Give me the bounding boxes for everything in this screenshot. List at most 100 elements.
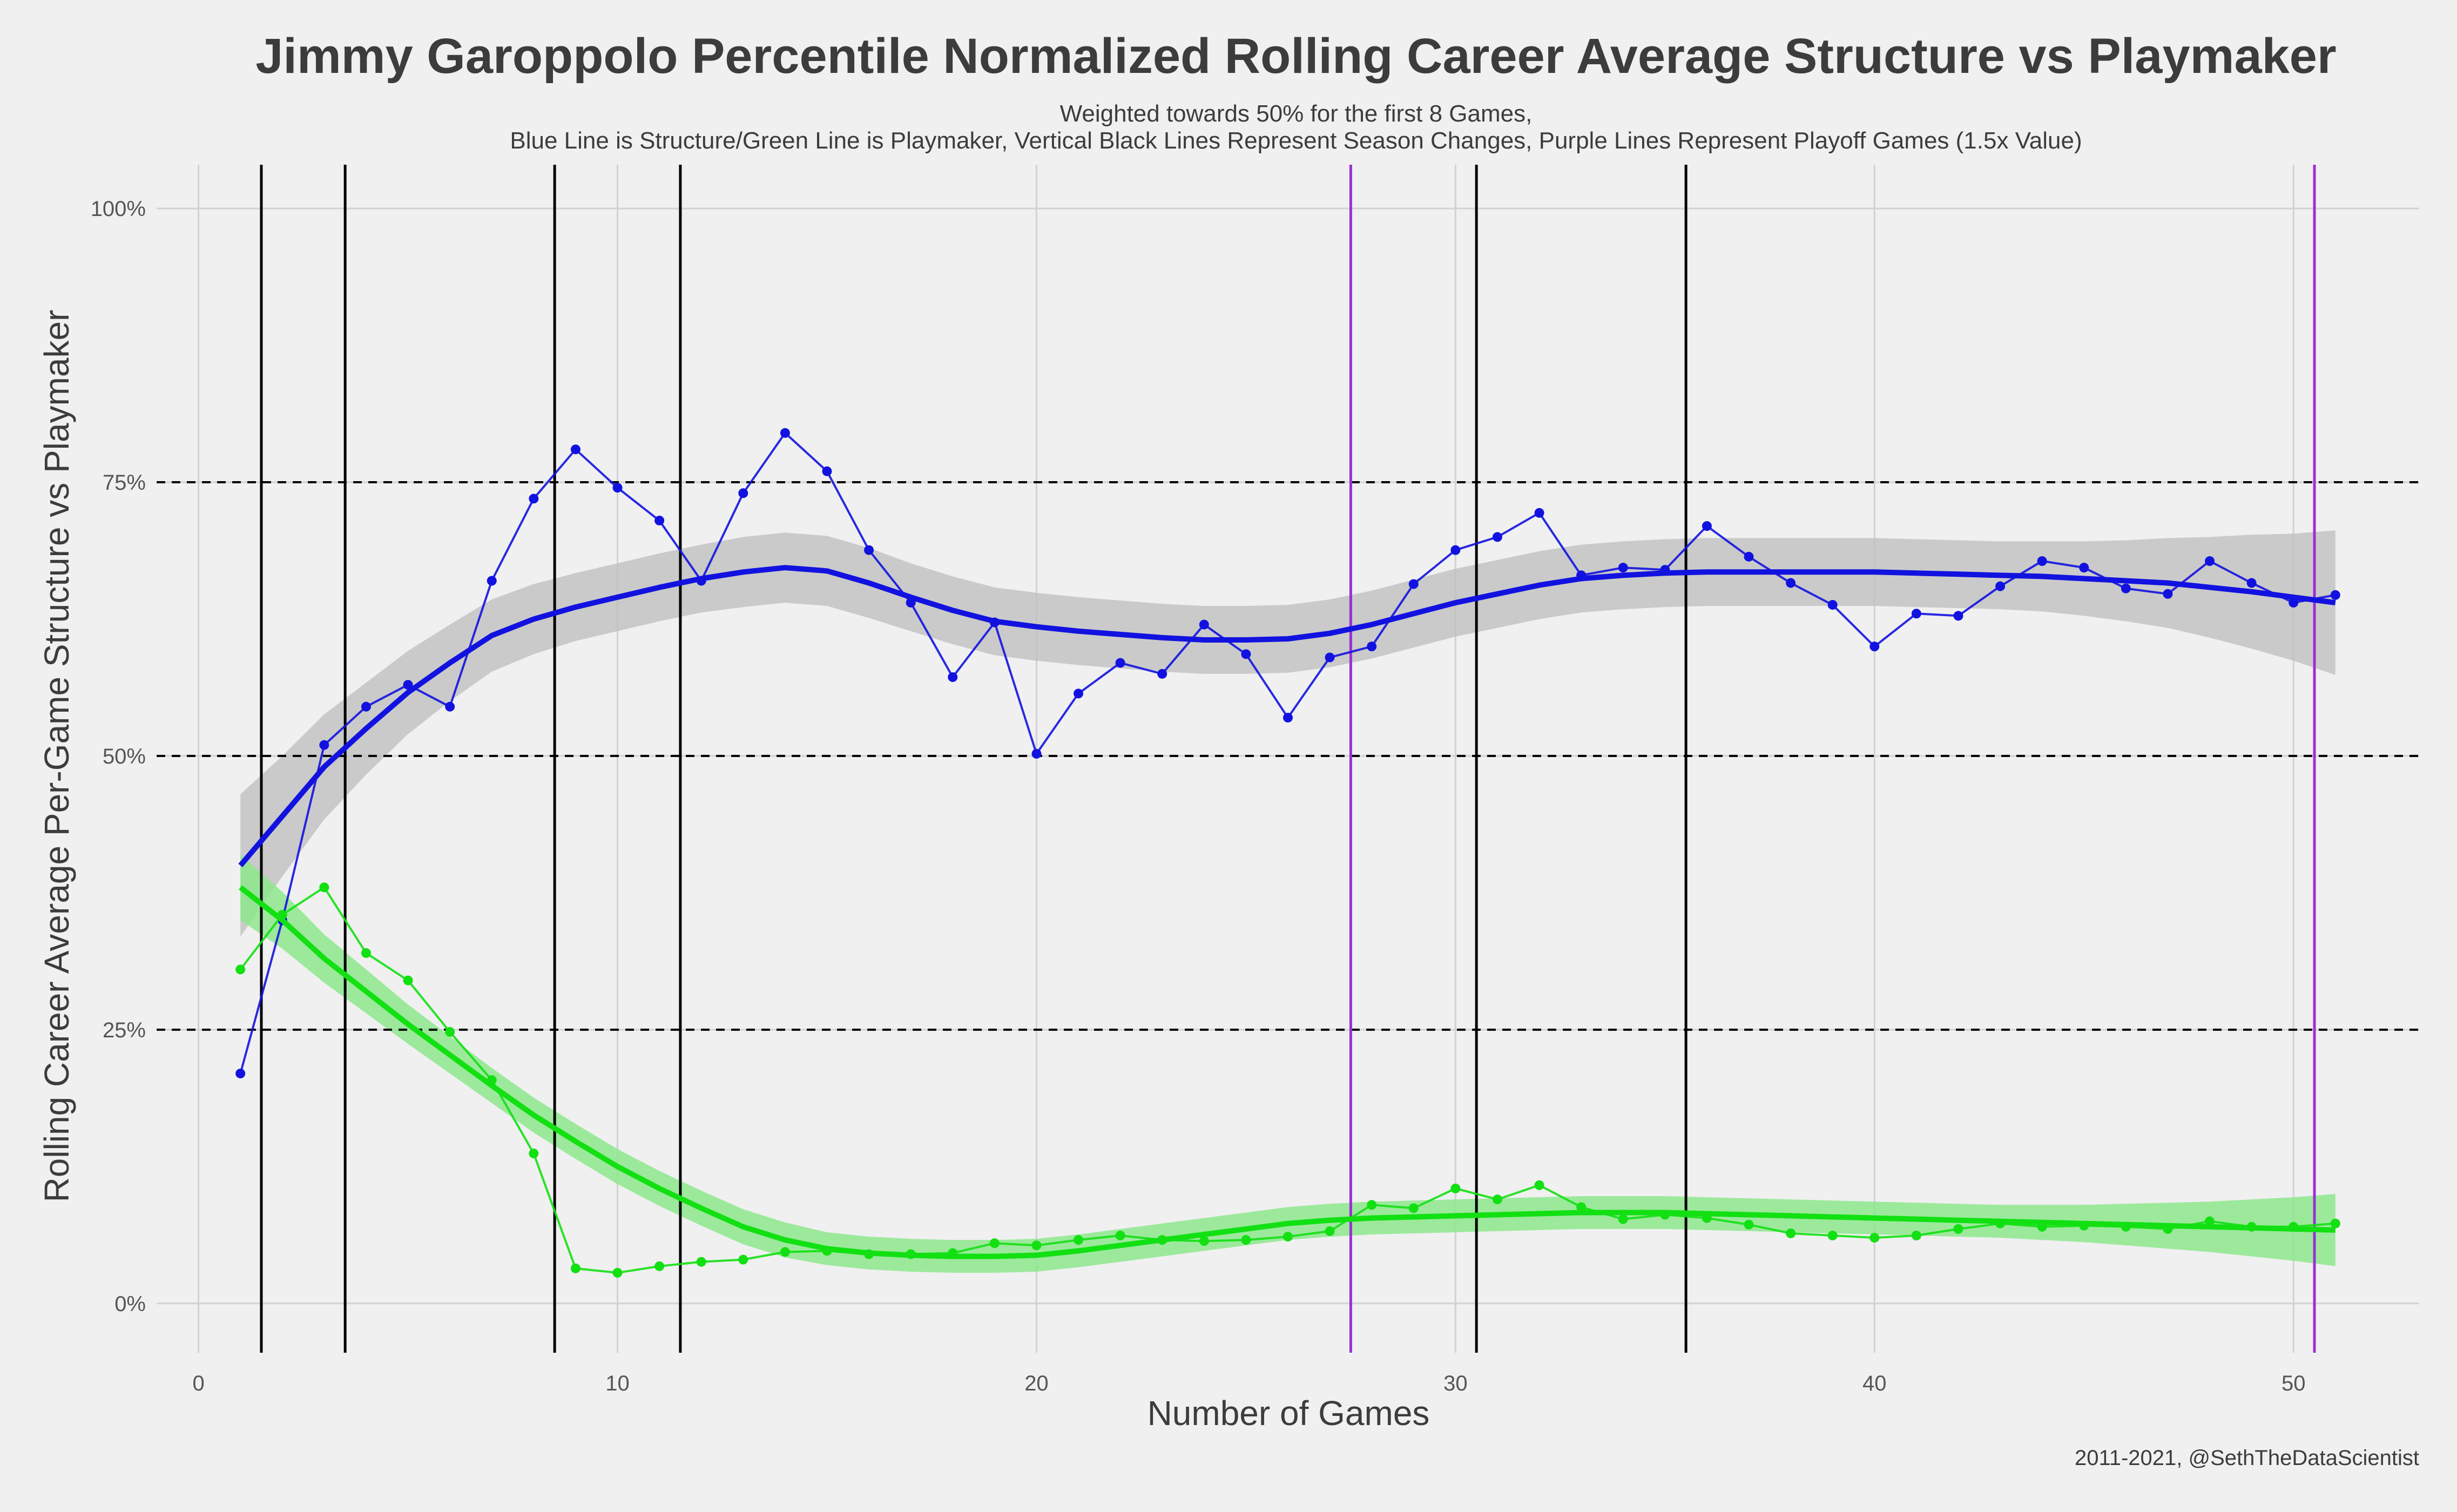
playmaker-data-point — [1325, 1226, 1335, 1236]
structure-data-point — [864, 545, 874, 555]
structure-data-point — [2121, 583, 2131, 593]
structure-data-point — [1199, 619, 1209, 630]
structure-data-point — [822, 466, 832, 476]
x-tick-label: 30 — [1443, 1372, 1468, 1395]
playmaker-smooth-line — [239, 885, 2336, 1259]
playmaker-data-point — [570, 1263, 580, 1273]
structure-data-point — [1367, 642, 1377, 652]
structure-data-point — [487, 576, 497, 586]
playmaker-data-point — [2330, 1218, 2340, 1228]
playmaker-data-point — [612, 1267, 623, 1278]
structure-data-point — [1283, 712, 1293, 723]
playmaker-data-point — [2121, 1221, 2131, 1232]
structure-data-point — [529, 494, 539, 504]
playmaker-data-point — [1241, 1235, 1251, 1245]
structure-data-point — [612, 483, 623, 493]
playmaker-data-point — [487, 1075, 497, 1085]
structure-data-point — [1827, 600, 1838, 610]
season-playoff-lines — [260, 165, 2316, 1353]
y-tick-label: 0% — [114, 1292, 146, 1316]
structure-data-point — [1618, 563, 1628, 573]
structure-data-point — [1869, 642, 1880, 652]
playmaker-data-point — [319, 882, 329, 893]
playmaker-data-point — [2037, 1221, 2047, 1232]
structure-data-point — [1115, 658, 1125, 668]
structure-data-point — [319, 740, 329, 750]
playmaker-data-point — [864, 1249, 874, 1259]
structure-data-point — [906, 598, 916, 608]
playmaker-data-point — [2289, 1221, 2299, 1232]
tick-labels: 0 10 20 30 40 50 0% 25% 50% 75% 100% — [91, 197, 2306, 1395]
playmaker-data-point — [1115, 1231, 1125, 1241]
playmaker-data-point — [696, 1257, 706, 1267]
structure-data-point — [1995, 581, 2006, 591]
structure-data-point — [1492, 532, 1502, 542]
playmaker-data-point — [906, 1249, 916, 1259]
chart-title: Jimmy Garoppolo Percentile Normalized Ro… — [255, 29, 2337, 84]
playmaker-data-point — [361, 948, 371, 958]
playmaker-data-point — [948, 1248, 958, 1258]
playmaker-data-point — [1995, 1218, 2006, 1228]
y-tick-label: 100% — [91, 197, 146, 221]
playmaker-data-point — [654, 1261, 665, 1271]
playmaker-data-point — [1953, 1224, 1963, 1234]
structure-data-point — [1450, 545, 1461, 555]
playmaker-data-point — [1702, 1213, 1712, 1223]
structure-smooth-line — [238, 565, 2336, 867]
playmaker-data-point — [1367, 1200, 1377, 1210]
structure-data-point — [1408, 579, 1419, 589]
structure-data-point — [738, 488, 748, 498]
playmaker-data-point — [2079, 1220, 2089, 1231]
chart-caption: 2011-2021, @SethTheDataScientist — [2074, 1446, 2419, 1470]
playmaker-data-point — [1534, 1180, 1544, 1190]
playmaker-data-point — [1492, 1194, 1502, 1205]
structure-data-point — [570, 444, 580, 455]
x-tick-label: 40 — [1862, 1372, 1887, 1395]
structure-data-point — [1702, 521, 1712, 531]
x-axis-label: Number of Games — [1147, 1394, 1430, 1433]
playmaker-data-point — [1827, 1231, 1838, 1241]
structure-data-point — [361, 701, 371, 712]
y-tick-label: 50% — [103, 745, 146, 768]
x-tick-label: 0 — [192, 1372, 204, 1395]
playmaker-data-point — [738, 1254, 748, 1265]
structure-data-point — [445, 701, 455, 712]
structure-data-point — [654, 515, 665, 525]
chart-subtitle-line-1: Weighted towards 50% for the first 8 Gam… — [1059, 100, 1533, 127]
structure-data-point — [1241, 649, 1251, 659]
x-tick-label: 10 — [605, 1372, 630, 1395]
x-tick-label: 20 — [1024, 1372, 1049, 1395]
structure-data-point — [1074, 688, 1084, 699]
playmaker-data-point — [1408, 1203, 1419, 1213]
playmaker-data-point — [1911, 1231, 1921, 1241]
playmaker-data-point — [1786, 1228, 1796, 1238]
playmaker-data-point — [445, 1027, 455, 1037]
grid-layer — [157, 165, 2419, 1353]
playmaker-data-point — [1869, 1233, 1880, 1243]
structure-data-point — [1534, 508, 1544, 518]
structure-data-point — [2079, 563, 2089, 573]
structure-data-point — [2037, 556, 2047, 566]
playmaker-data-point — [1618, 1214, 1628, 1224]
structure-data-point — [1157, 669, 1167, 679]
playmaker-data-point — [2163, 1224, 2173, 1234]
structure-confidence-band — [240, 530, 2336, 937]
structure-data-point — [696, 576, 706, 586]
playmaker-data-point — [403, 975, 413, 986]
structure-data-point — [2163, 589, 2173, 599]
y-tick-label: 25% — [103, 1018, 146, 1042]
playmaker-data-point — [2205, 1216, 2215, 1226]
playmaker-data-point — [1450, 1183, 1461, 1193]
structure-data-point — [1953, 611, 1963, 621]
structure-data-point — [235, 1068, 246, 1078]
structure-data-point — [1576, 570, 1587, 580]
structure-data-point — [1744, 551, 1754, 562]
playmaker-data-point — [1744, 1219, 1754, 1230]
structure-data-point — [1325, 652, 1335, 663]
playmaker-data-point — [1031, 1240, 1042, 1251]
playmaker-data-point — [529, 1148, 539, 1158]
structure-data-point — [780, 428, 790, 438]
structure-data-point — [2246, 578, 2257, 588]
structure-data-point — [989, 617, 1000, 627]
